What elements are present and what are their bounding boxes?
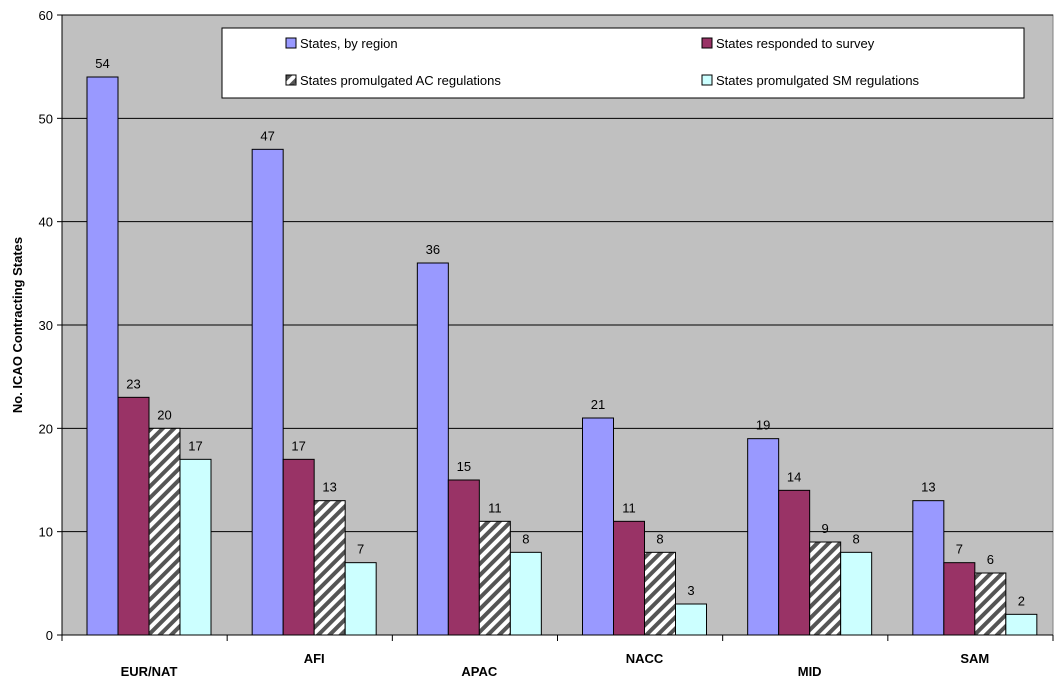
legend-swatch <box>701 74 713 86</box>
data-label: 8 <box>656 531 663 546</box>
bars: 54 23 20 17 47 17 13 7 36 15 11 8 21 11 8 3 19 14 9 8 13 7 6 2 <box>86 56 1038 636</box>
data-label: 17 <box>291 438 305 453</box>
bar <box>447 479 480 636</box>
y-axis-title: No. ICAO Contracting States <box>10 237 25 413</box>
data-label: 15 <box>457 459 471 474</box>
bar <box>613 520 645 636</box>
bar <box>912 500 945 636</box>
x-category-label: AFI <box>304 651 325 666</box>
data-label: 23 <box>126 376 140 391</box>
data-label: 7 <box>956 542 963 557</box>
bar <box>974 572 1007 636</box>
y-tick-label: 20 <box>39 421 53 436</box>
data-label: 54 <box>95 56 109 71</box>
bar <box>148 427 181 636</box>
legend-label: States promulgated SM regulations <box>716 73 920 88</box>
data-label: 11 <box>488 500 502 515</box>
y-axis: 0 10 20 30 40 50 60 <box>39 8 63 643</box>
bar <box>675 603 707 636</box>
bar <box>1005 613 1038 636</box>
bar <box>117 396 150 636</box>
data-label: 7 <box>357 542 364 557</box>
legend-label: States responded to survey <box>716 36 875 51</box>
data-label: 13 <box>322 480 336 495</box>
data-label: 21 <box>591 397 605 412</box>
y-tick-label: 50 <box>39 111 53 126</box>
data-label: 3 <box>687 583 694 598</box>
bar <box>86 76 119 636</box>
x-category-label: MID <box>798 664 822 679</box>
legend-label: States, by region <box>300 36 398 51</box>
legend-box <box>221 27 1025 99</box>
y-tick-label: 60 <box>39 8 53 23</box>
x-category-label: SAM <box>960 651 989 666</box>
y-tick-label: 10 <box>39 525 53 540</box>
data-label: 36 <box>426 242 440 257</box>
x-category-label: NACC <box>626 651 664 666</box>
bar <box>747 438 780 636</box>
bar <box>778 489 811 636</box>
bar <box>251 148 284 636</box>
bar <box>282 458 315 636</box>
legend-swatch <box>701 37 713 49</box>
data-label: 2 <box>1018 593 1025 608</box>
data-label: 19 <box>756 418 770 433</box>
legend-swatch <box>285 37 297 49</box>
data-label: 8 <box>853 531 860 546</box>
bar <box>313 500 346 636</box>
bar <box>809 541 842 636</box>
data-label: 6 <box>987 552 994 567</box>
bar <box>416 262 449 636</box>
data-label: 20 <box>157 407 171 422</box>
data-label: 17 <box>188 438 202 453</box>
bar <box>478 520 511 636</box>
bar <box>644 551 676 636</box>
data-label: 8 <box>522 531 529 546</box>
bar <box>344 562 377 636</box>
bar <box>943 562 976 636</box>
data-label: 9 <box>822 521 829 536</box>
legend: States, by region States responded to sur… <box>221 27 1025 99</box>
x-category-label: EUR/NAT <box>121 664 178 679</box>
data-label: 11 <box>622 500 636 515</box>
bar <box>179 458 212 636</box>
x-axis: EUR/NAT AFI APAC NACC MID SAM <box>61 634 1054 679</box>
legend-swatch <box>285 74 297 86</box>
legend-label: States promulgated AC regulations <box>300 73 501 88</box>
data-label: 13 <box>921 480 935 495</box>
y-tick-label: 40 <box>39 215 53 230</box>
x-category-label: APAC <box>461 664 497 679</box>
bar <box>582 417 614 636</box>
data-label: 14 <box>787 469 801 484</box>
bar <box>509 551 542 636</box>
y-tick-label: 30 <box>39 318 53 333</box>
data-label: 47 <box>260 128 274 143</box>
y-tick-label: 0 <box>46 628 53 643</box>
bar <box>840 551 873 636</box>
